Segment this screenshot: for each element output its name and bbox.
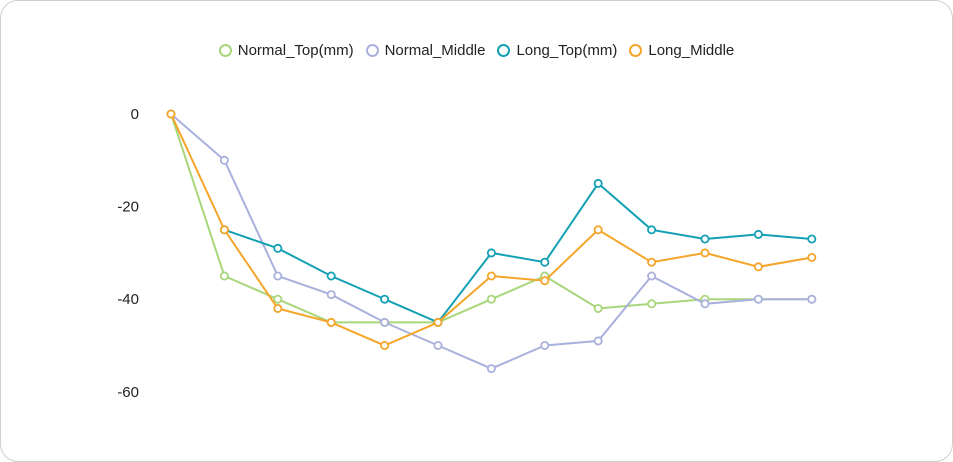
data-point[interactable] xyxy=(807,294,817,304)
data-point[interactable] xyxy=(647,225,657,235)
data-point[interactable] xyxy=(326,317,336,327)
legend-item-long-middle[interactable]: Long_Middle xyxy=(629,42,734,59)
y-tick-label: -60 xyxy=(117,384,139,401)
data-point[interactable] xyxy=(647,257,657,267)
data-point[interactable] xyxy=(326,290,336,300)
data-point[interactable] xyxy=(486,364,496,374)
series-layer xyxy=(166,109,817,374)
data-point[interactable] xyxy=(593,336,603,346)
data-point[interactable] xyxy=(647,299,657,309)
data-point[interactable] xyxy=(753,294,763,304)
data-point[interactable] xyxy=(593,178,603,188)
data-point[interactable] xyxy=(593,303,603,313)
series-1 xyxy=(166,109,817,374)
data-point[interactable] xyxy=(540,276,550,286)
legend-swatch-long-top xyxy=(497,44,511,57)
legend-label-normal-middle: Normal_Middle xyxy=(384,42,486,59)
data-point[interactable] xyxy=(219,225,229,235)
data-point[interactable] xyxy=(273,294,283,304)
y-axis: 0 -20 -40 -60 xyxy=(117,106,139,401)
data-point[interactable] xyxy=(753,262,763,272)
series-2 xyxy=(219,178,817,327)
data-point[interactable] xyxy=(273,271,283,281)
data-point[interactable] xyxy=(700,234,710,244)
series-0 xyxy=(166,109,817,327)
data-point[interactable] xyxy=(273,303,283,313)
data-point[interactable] xyxy=(540,257,550,267)
data-point[interactable] xyxy=(700,248,710,258)
legend-swatch-normal-top xyxy=(218,44,232,57)
data-point[interactable] xyxy=(166,109,176,119)
y-tick-label: -40 xyxy=(117,291,139,308)
series-line xyxy=(224,181,812,324)
legend-label-long-top: Long_Top(mm) xyxy=(516,42,618,59)
data-point[interactable] xyxy=(753,229,763,239)
data-point[interactable] xyxy=(380,294,390,304)
data-point[interactable] xyxy=(273,243,283,253)
legend-swatch-long-middle xyxy=(629,44,643,57)
legend-swatch-normal-middle xyxy=(365,44,379,57)
legend-label-long-middle: Long_Middle xyxy=(648,42,735,59)
data-point[interactable] xyxy=(700,299,710,309)
data-point[interactable] xyxy=(486,294,496,304)
data-point[interactable] xyxy=(807,234,817,244)
series-line xyxy=(170,113,812,347)
legend-label-normal-top: Normal_Top(mm) xyxy=(237,42,354,59)
legend-item-long-top[interactable]: Long_Top(mm) xyxy=(497,42,617,59)
data-point[interactable] xyxy=(647,271,657,281)
series-line xyxy=(170,113,812,370)
data-point[interactable] xyxy=(380,340,390,350)
data-point[interactable] xyxy=(326,271,336,281)
series-3 xyxy=(166,109,817,350)
data-point[interactable] xyxy=(486,271,496,281)
data-point[interactable] xyxy=(486,248,496,258)
data-point[interactable] xyxy=(219,155,229,165)
y-tick-label: -20 xyxy=(117,199,139,216)
legend-item-normal-middle[interactable]: Normal_Middle xyxy=(365,42,486,59)
data-point[interactable] xyxy=(807,252,817,262)
data-point[interactable] xyxy=(433,317,443,327)
y-tick-label: 0 xyxy=(131,106,139,123)
data-point[interactable] xyxy=(540,340,550,350)
data-point[interactable] xyxy=(219,271,229,281)
data-point[interactable] xyxy=(593,225,603,235)
chart-legend: Normal_Top(mm) Normal_Middle Long_Top(mm… xyxy=(0,42,953,59)
data-point[interactable] xyxy=(380,317,390,327)
legend-item-normal-top[interactable]: Normal_Top(mm) xyxy=(218,42,354,59)
data-point[interactable] xyxy=(433,340,443,350)
